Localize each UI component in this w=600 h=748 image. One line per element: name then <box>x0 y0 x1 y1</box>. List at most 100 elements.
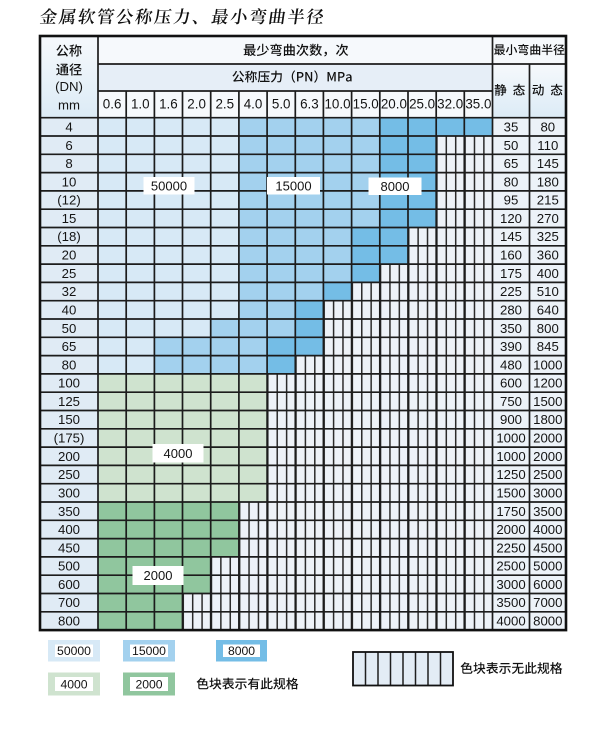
svg-text:270: 270 <box>537 211 559 226</box>
svg-text:300: 300 <box>58 485 80 500</box>
svg-text:4000: 4000 <box>496 614 525 629</box>
svg-text:450: 450 <box>58 540 80 555</box>
svg-text:800: 800 <box>537 321 559 336</box>
svg-text:150: 150 <box>58 412 80 427</box>
svg-text:32.0: 32.0 <box>437 97 463 112</box>
svg-text:80: 80 <box>540 120 555 135</box>
svg-text:200: 200 <box>58 449 80 464</box>
svg-text:65: 65 <box>62 339 77 354</box>
svg-text:2.5: 2.5 <box>215 97 234 112</box>
svg-text:2.0: 2.0 <box>187 97 206 112</box>
svg-text:250: 250 <box>58 467 80 482</box>
svg-text:10: 10 <box>62 174 77 189</box>
svg-text:65: 65 <box>504 156 519 171</box>
svg-text:(175): (175) <box>54 431 85 446</box>
svg-text:8000: 8000 <box>381 179 410 194</box>
svg-text:110: 110 <box>537 138 558 153</box>
svg-text:15000: 15000 <box>132 644 166 658</box>
svg-text:50: 50 <box>504 138 519 153</box>
svg-text:15: 15 <box>62 211 77 226</box>
svg-text:1000: 1000 <box>496 449 525 464</box>
svg-text:20: 20 <box>62 248 77 263</box>
svg-text:6000: 6000 <box>533 577 562 592</box>
svg-text:2000: 2000 <box>533 449 562 464</box>
svg-text:35: 35 <box>504 120 519 135</box>
svg-text:mm: mm <box>58 98 80 113</box>
svg-text:8000: 8000 <box>228 644 255 658</box>
svg-text:325: 325 <box>537 229 559 244</box>
svg-text:100: 100 <box>58 376 80 391</box>
svg-text:500: 500 <box>58 559 80 574</box>
svg-text:3500: 3500 <box>533 504 562 519</box>
svg-text:25.0: 25.0 <box>409 97 435 112</box>
svg-text:600: 600 <box>58 577 80 592</box>
svg-text:350: 350 <box>500 321 522 336</box>
svg-text:(12): (12) <box>57 193 80 208</box>
svg-text:15.0: 15.0 <box>353 97 379 112</box>
svg-text:7000: 7000 <box>533 595 562 610</box>
svg-text:360: 360 <box>537 248 559 263</box>
svg-text:20.0: 20.0 <box>381 97 407 112</box>
svg-text:600: 600 <box>500 376 522 391</box>
svg-text:750: 750 <box>500 394 522 409</box>
svg-text:4000: 4000 <box>60 677 87 691</box>
svg-text:50000: 50000 <box>151 178 187 193</box>
svg-text:4: 4 <box>65 120 72 135</box>
svg-text:1250: 1250 <box>496 467 525 482</box>
svg-text:25: 25 <box>62 266 77 281</box>
svg-text:125: 125 <box>58 394 80 409</box>
svg-text:1000: 1000 <box>496 431 525 446</box>
svg-text:40: 40 <box>62 302 77 317</box>
svg-text:6: 6 <box>65 138 72 153</box>
svg-text:1.0: 1.0 <box>131 97 150 112</box>
svg-text:3000: 3000 <box>496 577 525 592</box>
svg-text:480: 480 <box>500 357 522 372</box>
svg-text:3000: 3000 <box>533 485 562 500</box>
svg-text:4.0: 4.0 <box>244 97 263 112</box>
svg-text:510: 510 <box>537 284 559 299</box>
svg-text:1500: 1500 <box>496 485 525 500</box>
svg-text:1.6: 1.6 <box>159 97 178 112</box>
svg-text:2000: 2000 <box>533 431 562 446</box>
svg-text:2250: 2250 <box>496 540 525 555</box>
svg-text:145: 145 <box>500 229 522 244</box>
svg-text:10.0: 10.0 <box>324 97 350 112</box>
svg-text:640: 640 <box>537 302 559 317</box>
svg-text:2000: 2000 <box>135 677 162 691</box>
svg-text:215: 215 <box>537 193 559 208</box>
svg-text:1800: 1800 <box>533 412 562 427</box>
svg-text:120: 120 <box>500 211 522 226</box>
svg-text:2000: 2000 <box>496 522 525 537</box>
svg-text:400: 400 <box>58 522 80 537</box>
svg-text:2500: 2500 <box>533 467 562 482</box>
svg-text:8000: 8000 <box>533 614 562 629</box>
svg-text:4000: 4000 <box>533 522 562 537</box>
svg-text:145: 145 <box>537 156 559 171</box>
svg-text:0.6: 0.6 <box>103 97 122 112</box>
svg-text:(18): (18) <box>57 229 80 244</box>
svg-text:15000: 15000 <box>275 178 311 193</box>
svg-text:2500: 2500 <box>496 559 525 574</box>
svg-text:95: 95 <box>504 193 519 208</box>
svg-text:175: 175 <box>500 266 522 281</box>
svg-text:32: 32 <box>62 284 77 299</box>
svg-text:50: 50 <box>62 321 77 336</box>
svg-text:(DN): (DN) <box>55 79 83 94</box>
svg-text:8: 8 <box>65 156 72 171</box>
svg-text:80: 80 <box>504 174 519 189</box>
svg-text:4000: 4000 <box>164 446 193 461</box>
svg-text:50000: 50000 <box>57 644 91 658</box>
svg-text:225: 225 <box>500 284 522 299</box>
svg-text:180: 180 <box>537 174 559 189</box>
svg-text:1000: 1000 <box>533 357 562 372</box>
svg-text:700: 700 <box>58 595 80 610</box>
svg-text:5000: 5000 <box>533 559 562 574</box>
svg-text:400: 400 <box>537 266 559 281</box>
svg-text:350: 350 <box>58 504 80 519</box>
svg-text:800: 800 <box>58 614 80 629</box>
svg-text:390: 390 <box>500 339 522 354</box>
svg-text:1200: 1200 <box>533 376 562 391</box>
svg-text:280: 280 <box>500 302 522 317</box>
svg-text:160: 160 <box>500 248 522 263</box>
svg-text:845: 845 <box>537 339 559 354</box>
